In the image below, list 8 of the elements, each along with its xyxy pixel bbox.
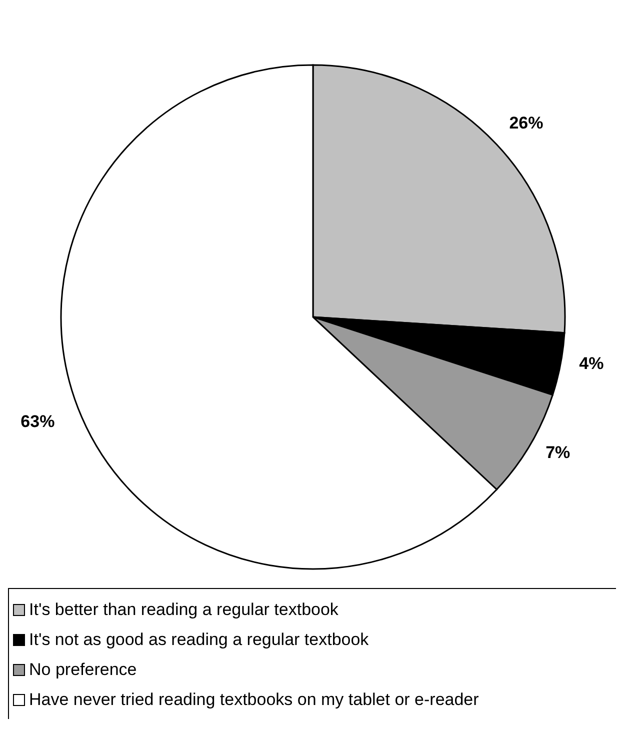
data-label: 63%: [20, 412, 55, 432]
data-label: 26%: [509, 114, 544, 133]
data-label: 7%: [546, 442, 570, 462]
legend-label: Have never tried reading textbooks on my tablet or e-reader: [29, 690, 479, 710]
legend-label: It's better than reading a regular textbook: [29, 600, 338, 620]
data-label: 4%: [579, 354, 604, 374]
legend-label: No preference: [29, 660, 137, 680]
legend-label: It's not as good as reading a regular textbook: [29, 630, 369, 650]
